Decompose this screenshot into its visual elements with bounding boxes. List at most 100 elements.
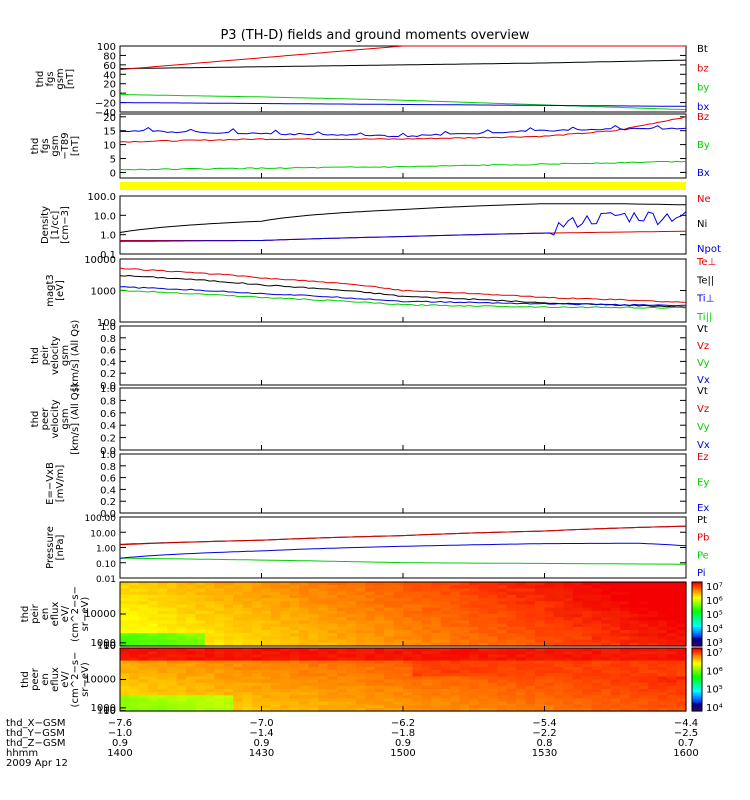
heatmap-cell bbox=[167, 707, 178, 712]
heatmap-cell bbox=[346, 698, 357, 703]
heatmap-cell bbox=[563, 682, 574, 687]
heatmap-cell bbox=[553, 679, 564, 684]
heatmap-cell bbox=[261, 676, 272, 681]
heatmap-cell bbox=[403, 654, 413, 659]
heatmap-cell bbox=[120, 654, 130, 659]
heatmap-cell bbox=[129, 682, 140, 687]
heatmap-cell bbox=[186, 636, 196, 641]
heatmap-cell bbox=[289, 698, 300, 703]
heatmap-cell bbox=[252, 704, 263, 709]
heatmap-cell bbox=[553, 692, 564, 696]
heatmap-cell bbox=[469, 594, 479, 599]
heatmap-cell bbox=[544, 617, 555, 621]
heatmap-cell bbox=[365, 614, 376, 618]
heatmap-cell bbox=[120, 582, 130, 586]
heatmap-cell bbox=[421, 610, 432, 615]
y-tick-label: 1000 bbox=[91, 287, 116, 298]
heatmap-cell bbox=[440, 676, 451, 681]
heatmap-cell bbox=[601, 648, 612, 652]
heatmap-cell bbox=[186, 617, 196, 621]
y-axis-label: fgs bbox=[45, 71, 56, 86]
heatmap-cell bbox=[138, 657, 149, 662]
heatmap-cell bbox=[648, 610, 659, 615]
heatmap-cell bbox=[318, 588, 329, 593]
colorbar-segment bbox=[692, 594, 702, 598]
heatmap-cell bbox=[223, 639, 234, 644]
heatmap-cell bbox=[629, 617, 640, 621]
heatmap-cell bbox=[591, 679, 602, 684]
heatmap-cell bbox=[535, 648, 546, 652]
heatmap-cell bbox=[337, 670, 347, 674]
heatmap-cell bbox=[223, 610, 234, 615]
heatmap-cell bbox=[525, 676, 536, 681]
heatmap-cell bbox=[346, 689, 357, 693]
heatmap-cell bbox=[506, 707, 517, 712]
heatmap-cell bbox=[393, 648, 404, 652]
heatmap-cell bbox=[412, 666, 423, 671]
heatmap-cell bbox=[676, 666, 687, 671]
heatmap-cell bbox=[346, 588, 357, 593]
heatmap-cell bbox=[553, 698, 564, 703]
heatmap-cell bbox=[252, 707, 263, 712]
heatmap-cell bbox=[204, 623, 215, 628]
heatmap-cell bbox=[553, 682, 564, 687]
heatmap-cell bbox=[459, 582, 470, 586]
heatmap-cell bbox=[601, 657, 612, 662]
heatmap-cell bbox=[421, 698, 432, 703]
heatmap-cell bbox=[638, 666, 649, 671]
heatmap-cell bbox=[252, 698, 263, 703]
heatmap-cell bbox=[157, 636, 168, 641]
heatmap-cell bbox=[544, 591, 555, 596]
heatmap-cell bbox=[289, 676, 300, 681]
heatmap-cell bbox=[337, 585, 347, 589]
colorbar-segment bbox=[692, 633, 702, 636]
heatmap-cell bbox=[148, 642, 159, 647]
heatmap-cell bbox=[601, 582, 612, 586]
heatmap-cell bbox=[582, 666, 593, 671]
heatmap-cell bbox=[412, 698, 423, 703]
heatmap-cell bbox=[120, 670, 130, 674]
heatmap-cell bbox=[242, 682, 253, 687]
heatmap-cell bbox=[553, 626, 564, 631]
legend-entry: Ey bbox=[697, 478, 709, 489]
heatmap-cell bbox=[393, 636, 404, 641]
heatmap-cell bbox=[667, 685, 678, 690]
heatmap-cell bbox=[563, 673, 574, 677]
heatmap-cell bbox=[299, 679, 310, 684]
heatmap-cell bbox=[299, 654, 310, 659]
heatmap-cell bbox=[487, 630, 498, 634]
y-tick-label: 0.8 bbox=[100, 396, 116, 407]
heatmap-cell bbox=[459, 607, 470, 612]
heatmap-cell bbox=[497, 654, 508, 659]
heatmap-cell bbox=[327, 651, 338, 655]
heatmap-cell bbox=[355, 707, 366, 712]
heatmap-cell bbox=[365, 585, 376, 589]
heatmap-cell bbox=[657, 701, 668, 706]
heatmap-cell bbox=[289, 648, 300, 652]
heatmap-cell bbox=[629, 663, 640, 668]
heatmap-cell bbox=[204, 707, 215, 712]
heatmap-cell bbox=[440, 636, 451, 641]
heatmap-cell bbox=[261, 698, 272, 703]
heatmap-cell bbox=[516, 630, 527, 634]
heatmap-cell bbox=[421, 692, 432, 696]
heatmap-cell bbox=[365, 685, 376, 690]
heatmap-cell bbox=[337, 614, 347, 618]
heatmap-cell bbox=[289, 701, 300, 706]
heatmap-cell bbox=[403, 679, 413, 684]
heatmap-cell bbox=[195, 685, 206, 690]
heatmap-cell bbox=[459, 670, 470, 674]
heatmap-cell bbox=[355, 673, 366, 677]
heatmap-cell bbox=[176, 698, 187, 703]
panel-peir_velocity bbox=[119, 325, 687, 386]
heatmap-cell bbox=[563, 588, 574, 593]
heatmap-cell bbox=[553, 660, 564, 665]
heatmap-cell bbox=[261, 582, 272, 586]
heatmap-cell bbox=[186, 610, 196, 615]
heatmap-cell bbox=[403, 642, 413, 647]
heatmap-cell bbox=[629, 685, 640, 690]
heatmap-cell bbox=[421, 626, 432, 631]
heatmap-cell bbox=[459, 617, 470, 621]
heatmap-cell bbox=[403, 598, 413, 602]
heatmap-cell bbox=[582, 623, 593, 628]
